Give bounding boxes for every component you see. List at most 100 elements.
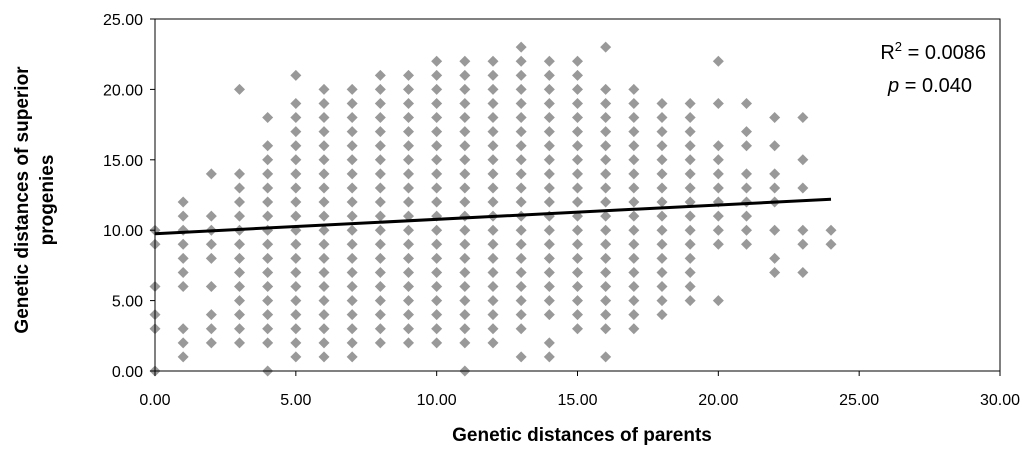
data-point [346, 154, 358, 166]
y-tick-label: 10.00 [103, 223, 143, 240]
data-point [487, 112, 499, 124]
data-point [487, 140, 499, 152]
data-point [205, 337, 217, 349]
data-point [656, 154, 668, 166]
data-point [572, 252, 583, 264]
data-point [431, 83, 443, 95]
data-point [374, 97, 386, 109]
data-point [712, 140, 724, 152]
data-point [656, 196, 668, 208]
data-point [712, 55, 724, 67]
y-tick-label: 20.00 [103, 82, 143, 99]
data-point [262, 281, 274, 293]
data-point [487, 295, 499, 307]
data-point [628, 224, 640, 236]
data-point [600, 281, 612, 293]
y-tick-label: 25.00 [103, 12, 143, 29]
data-point [741, 238, 752, 250]
data-point [403, 196, 414, 208]
data-point [656, 210, 668, 222]
data-point [769, 224, 781, 236]
data-point [515, 112, 527, 124]
data-point [572, 83, 583, 95]
data-point [572, 126, 583, 138]
data-point [572, 224, 583, 236]
data-point [177, 323, 189, 335]
data-point [346, 182, 358, 194]
r2-value: = 0.0086 [902, 42, 986, 64]
data-point [346, 168, 358, 180]
data-point [487, 323, 499, 335]
data-point [318, 154, 330, 166]
data-point [825, 238, 837, 250]
data-point [741, 140, 752, 152]
data-point [487, 97, 499, 109]
data-point [234, 337, 245, 349]
data-point [684, 238, 696, 250]
data-point [543, 252, 555, 264]
data-point [515, 252, 527, 264]
data-point [628, 281, 640, 293]
data-point [572, 112, 583, 124]
data-point [346, 83, 358, 95]
data-point [234, 309, 245, 321]
data-point [374, 69, 386, 81]
data-point [459, 126, 471, 138]
data-point [600, 196, 612, 208]
data-point [600, 238, 612, 250]
data-point [459, 69, 471, 81]
data-point [403, 83, 414, 95]
data-point [459, 210, 471, 222]
data-point [572, 140, 583, 152]
data-point [290, 238, 302, 250]
data-point [290, 337, 302, 349]
data-point [741, 126, 752, 138]
data-point [515, 266, 527, 278]
data-point [515, 196, 527, 208]
data-point [262, 252, 274, 264]
data-point [290, 295, 302, 307]
data-point [290, 266, 302, 278]
data-point [543, 309, 555, 321]
data-point [712, 295, 724, 307]
data-point [712, 97, 724, 109]
data-point [403, 252, 414, 264]
data-point [346, 210, 358, 222]
data-point [656, 182, 668, 194]
data-point [459, 309, 471, 321]
data-point [572, 55, 583, 67]
data-point [262, 337, 274, 349]
data-point [318, 210, 330, 222]
data-point [318, 83, 330, 95]
data-point [656, 168, 668, 180]
data-point [234, 182, 245, 194]
data-point [318, 252, 330, 264]
data-point [543, 154, 555, 166]
data-point [290, 281, 302, 293]
data-point [459, 295, 471, 307]
data-point [797, 266, 809, 278]
data-point [769, 168, 781, 180]
data-point [515, 140, 527, 152]
data-point [403, 126, 414, 138]
data-point [374, 295, 386, 307]
data-point [290, 309, 302, 321]
data-point [374, 112, 386, 124]
data-point [628, 238, 640, 250]
data-point [234, 238, 245, 250]
data-point [346, 295, 358, 307]
data-point [712, 210, 724, 222]
data-point [290, 323, 302, 335]
data-point [600, 323, 612, 335]
data-point [374, 281, 386, 293]
x-tick-label: 25.00 [839, 392, 879, 409]
data-point [712, 238, 724, 250]
data-point [628, 295, 640, 307]
data-point [515, 351, 527, 363]
data-point [290, 126, 302, 138]
data-point [543, 168, 555, 180]
data-point [431, 295, 443, 307]
data-point [459, 112, 471, 124]
data-point [262, 140, 274, 152]
data-point [262, 196, 274, 208]
